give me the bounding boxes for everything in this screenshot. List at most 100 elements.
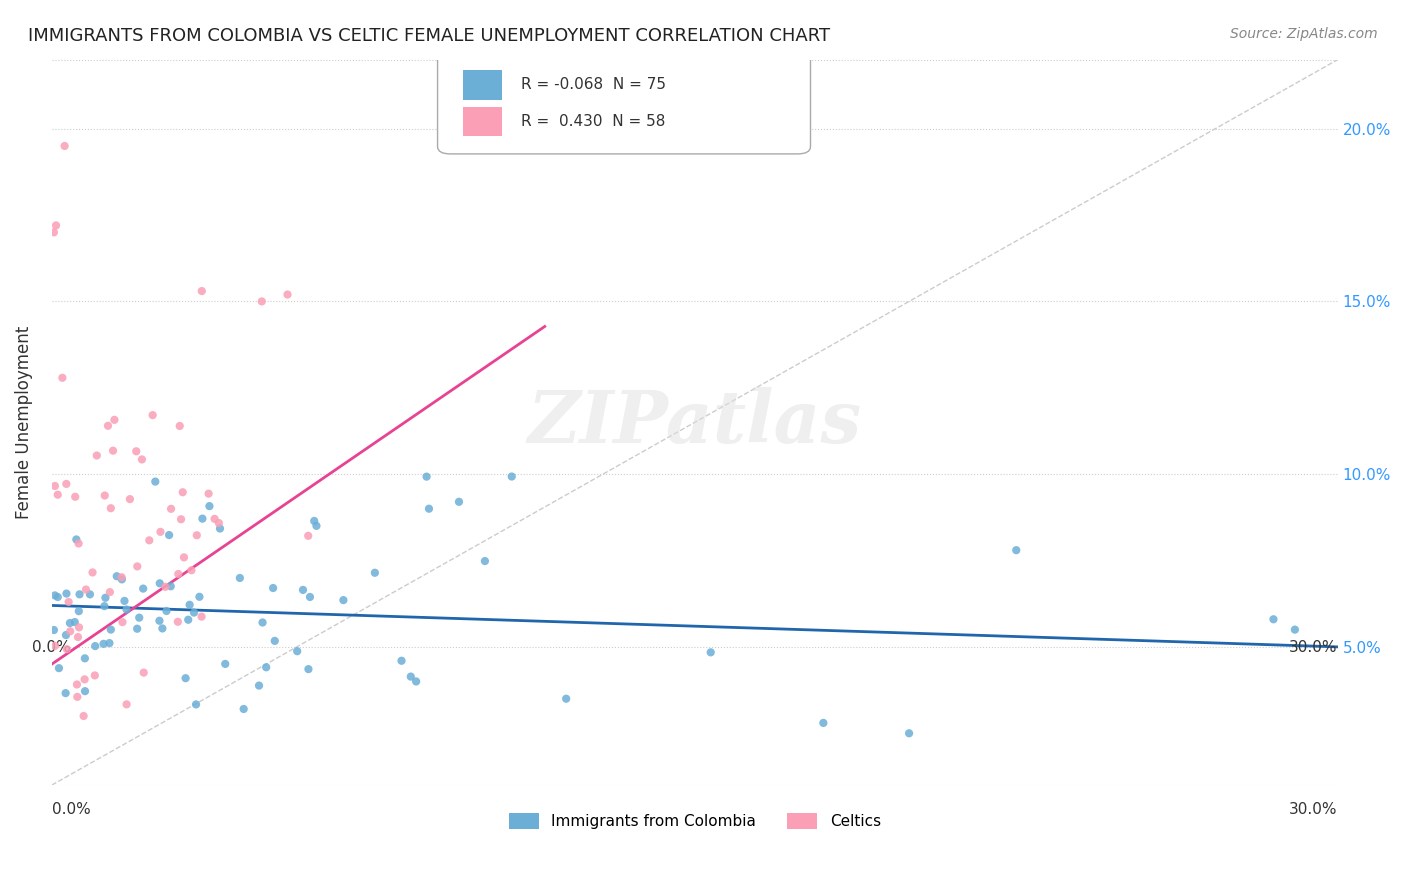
Point <box>149 576 172 591</box>
Point <box>172 485 194 500</box>
Point <box>179 598 201 612</box>
Point <box>190 609 212 624</box>
Point <box>94 591 117 605</box>
Text: 0.0%: 0.0% <box>32 640 72 655</box>
Point <box>149 524 172 539</box>
Point <box>67 536 90 550</box>
Point <box>83 668 105 682</box>
Point <box>86 449 108 463</box>
Point <box>474 554 496 568</box>
Point <box>65 533 87 547</box>
Point <box>180 563 202 577</box>
Point <box>186 528 208 542</box>
Point <box>118 492 141 507</box>
Point <box>66 677 89 691</box>
Point <box>98 585 121 599</box>
Point <box>285 644 308 658</box>
Point <box>44 639 66 653</box>
Point <box>69 587 91 601</box>
Point <box>229 571 252 585</box>
Point <box>501 469 523 483</box>
Point <box>59 624 82 639</box>
Point <box>170 512 193 526</box>
Point <box>555 691 578 706</box>
Point <box>100 623 122 637</box>
Point <box>58 595 80 609</box>
Point <box>292 582 315 597</box>
Text: 30.0%: 30.0% <box>1289 640 1337 655</box>
Point <box>263 633 285 648</box>
Bar <box>463 107 502 136</box>
Point <box>111 573 134 587</box>
Point <box>198 499 221 513</box>
Point <box>55 686 77 700</box>
Point <box>173 550 195 565</box>
Point <box>305 519 328 533</box>
Point <box>132 665 155 680</box>
Point <box>115 602 138 616</box>
Point <box>55 586 77 600</box>
Point <box>1005 543 1028 558</box>
Point <box>44 589 66 603</box>
Point <box>254 660 277 674</box>
Point <box>128 610 150 624</box>
Point <box>332 593 354 607</box>
Y-axis label: Female Unemployment: Female Unemployment <box>15 326 32 519</box>
Point <box>105 569 128 583</box>
Point <box>208 522 231 536</box>
Point <box>79 587 101 601</box>
Point <box>131 452 153 467</box>
Point <box>55 628 77 642</box>
Point <box>1284 623 1306 637</box>
Point <box>75 582 97 597</box>
Point <box>214 657 236 671</box>
Point <box>56 642 79 657</box>
Point <box>42 225 65 239</box>
Point <box>125 444 148 458</box>
Text: ZIPatlas: ZIPatlas <box>527 387 862 458</box>
Point <box>53 139 76 153</box>
Point <box>813 715 835 730</box>
Point <box>159 579 181 593</box>
Text: Source: ZipAtlas.com: Source: ZipAtlas.com <box>1230 27 1378 41</box>
Bar <box>463 70 502 100</box>
Point <box>302 514 325 528</box>
Legend: Immigrants from Colombia, Celtics: Immigrants from Colombia, Celtics <box>502 807 887 836</box>
Point <box>66 690 89 704</box>
Point <box>297 529 319 543</box>
Point <box>418 501 440 516</box>
Point <box>174 671 197 685</box>
Point <box>183 606 205 620</box>
Point <box>51 371 73 385</box>
Point <box>204 512 226 526</box>
Point <box>197 486 219 500</box>
Point <box>98 636 121 650</box>
Point <box>208 516 231 530</box>
Point <box>699 645 721 659</box>
Point <box>84 639 107 653</box>
Point <box>415 469 437 483</box>
Point <box>44 479 66 493</box>
Point <box>399 670 422 684</box>
Point <box>93 637 115 651</box>
Point <box>45 219 67 233</box>
Point <box>67 620 90 634</box>
Point <box>55 476 77 491</box>
Point <box>405 674 427 689</box>
Point <box>111 615 134 629</box>
Point <box>97 418 120 433</box>
Point <box>191 511 214 525</box>
Point <box>67 604 90 618</box>
Point <box>169 419 191 434</box>
Point <box>160 501 183 516</box>
Text: 30.0%: 30.0% <box>1289 802 1337 817</box>
Point <box>1263 612 1285 626</box>
Text: 0.0%: 0.0% <box>52 802 90 817</box>
Point <box>155 604 177 618</box>
Point <box>127 559 149 574</box>
Point <box>166 615 188 629</box>
Point <box>127 622 149 636</box>
FancyBboxPatch shape <box>437 53 810 154</box>
Point <box>252 615 274 630</box>
Point <box>63 490 86 504</box>
